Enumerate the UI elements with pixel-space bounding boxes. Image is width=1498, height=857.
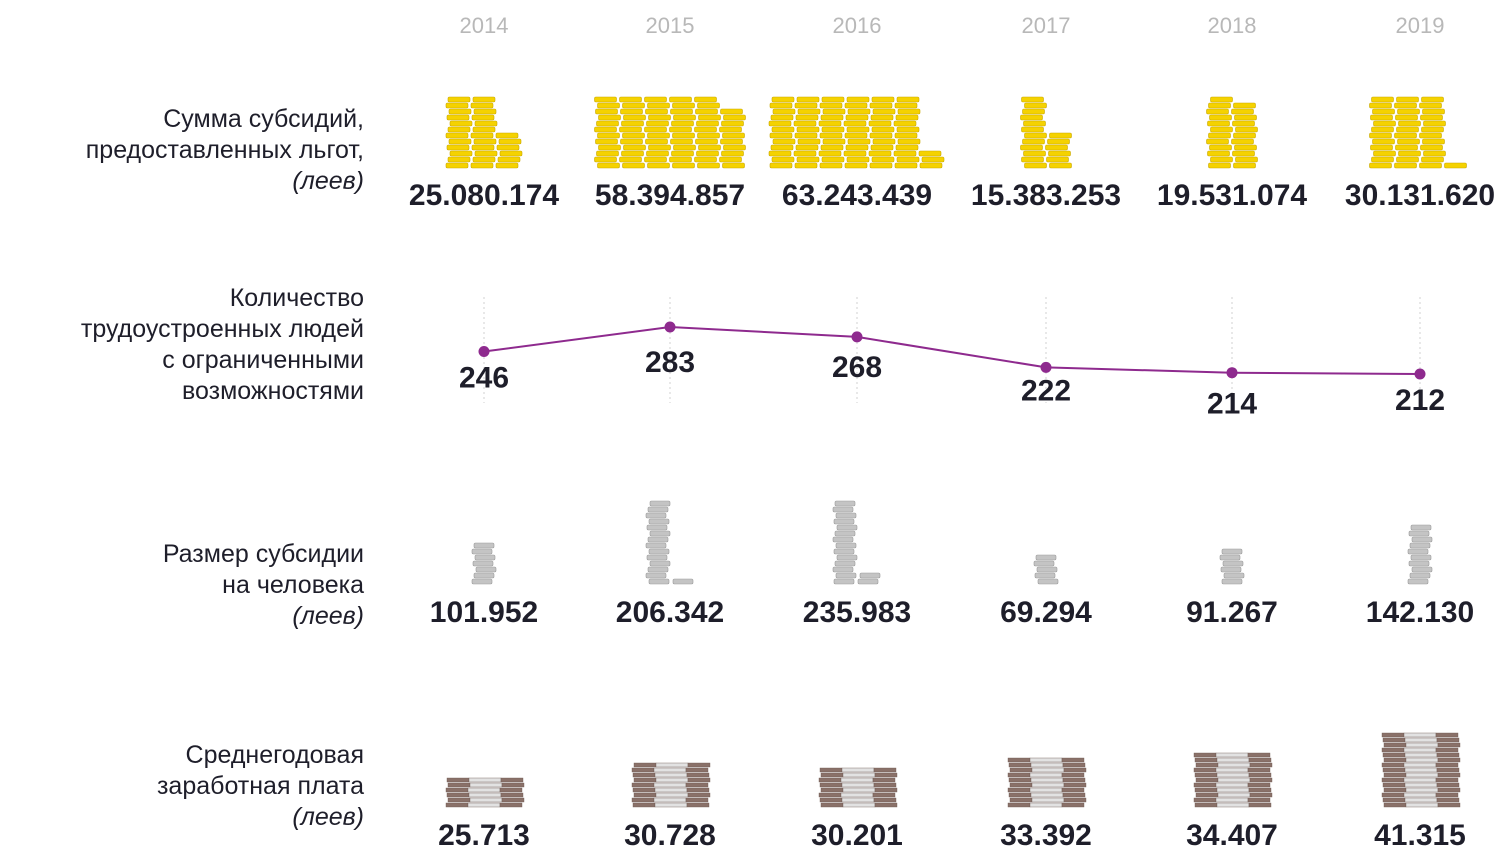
gold-coin-stack [594,96,621,169]
row-label-line: предоставленных льгот, [85,136,364,164]
gold-coin-stack [1206,96,1233,169]
gold-coin-stack [619,96,646,169]
gold-coin-stack [1231,102,1258,169]
value-label-subsidies: 25.080.174 [409,179,559,212]
gold-coin-stack [1444,162,1467,169]
value-label-employed: 246 [459,361,509,394]
banknote-stack [1193,752,1273,808]
row-label-line: трудоустроенных людей [80,315,364,343]
value-label-avg-salary: 34.407 [1186,819,1278,852]
value-label-subsidy-per-person: 91.267 [1186,596,1278,629]
silver-coin-stack [1407,524,1433,585]
gold-coin-stack [470,96,498,169]
gold-coin-stack [1020,96,1047,169]
value-label-employed: 283 [645,346,695,379]
silver-coin-stack [832,500,858,585]
gold-coin-stack [1394,96,1421,169]
gold-coin-stack [793,96,821,169]
value-label-subsidies: 30.131.620 [1345,179,1495,212]
gold-coin-stack [644,96,671,169]
value-label-employed: 222 [1021,374,1071,407]
gold-coin-stack [768,96,796,169]
banknote-stack [1381,732,1461,808]
series-line [483,325,1421,375]
row-label-subsidy-per-person: Размер субсидии на человека (леев) [163,539,364,632]
value-label-subsidy-per-person: 69.294 [1000,596,1092,629]
silver-coin-stack [857,572,881,585]
row-label-employed: Количество трудоустроенных людей с огран… [81,283,364,407]
silver-coin-stack [1219,548,1245,585]
row-label-line: на человека [222,571,364,599]
gold-coin-stack [694,96,721,169]
value-label-subsidy-per-person: 235.983 [803,596,911,629]
gold-coin-stack [445,96,473,169]
data-point [664,321,676,333]
gold-coin-stack [818,96,846,169]
silver-coin-stack [672,578,694,585]
gold-coin-stack [918,150,945,169]
year-label: 2017 [1022,13,1071,38]
value-label-subsidies: 15.383.253 [971,179,1121,212]
data-point [1414,368,1426,380]
value-label-avg-salary: 41.315 [1374,819,1466,852]
row-label-unit: (леев) [292,803,364,831]
value-label-subsidy-per-person: 101.952 [430,596,538,629]
row-label-line: Сумма субсидий, [163,105,364,133]
gold-coin-stack [893,96,921,169]
gold-coin-stack [868,96,896,169]
row-label-line: возможностями [182,377,364,405]
silver-coin-stack [1033,554,1059,585]
silver-coin-stack [471,542,497,585]
row-label-line: Размер субсидии [162,540,364,568]
year-label: 2015 [646,13,695,38]
gold-coin-stack [1369,96,1396,169]
silver-coin-stack [645,500,671,585]
value-label-avg-salary: 30.728 [624,819,716,852]
data-point [478,346,490,357]
year-label: 2014 [460,13,509,38]
banknote-stack [1007,757,1087,808]
row-label-line: заработная плата [156,772,364,800]
gold-coin-stack [669,96,696,169]
value-label-subsidies: 63.243.439 [782,179,932,212]
gold-coin-stack [719,108,746,169]
row-label-unit: (леев) [292,167,364,195]
row-label-line: Количество [229,284,364,312]
gold-coin-stack [1045,132,1072,169]
row-label-subsidies: Сумма субсидий, предоставленных льгот, (… [86,104,364,197]
year-label: 2016 [833,13,882,38]
row-label-line: Среднегодовая [185,741,364,769]
value-label-subsidy-per-person: 206.342 [616,596,724,629]
value-label-employed: 212 [1395,384,1445,417]
value-label-employed: 268 [832,351,882,384]
value-label-employed: 214 [1207,388,1257,421]
year-label: 2019 [1396,13,1445,38]
banknote-stack [445,777,525,808]
value-label-subsidy-per-person: 142.130 [1366,596,1474,629]
data-point [1226,367,1238,379]
gold-coin-stack [495,132,523,169]
value-label-subsidies: 58.394.857 [595,179,745,212]
value-label-subsidies: 19.531.074 [1157,179,1307,212]
gold-coin-stack [1419,96,1446,169]
banknote-stack [818,767,898,808]
value-label-avg-salary: 25.713 [438,819,530,852]
banknote-stack [631,762,711,808]
year-label: 2018 [1208,13,1257,38]
row-label-line: с ограниченными [162,346,364,374]
row-label-avg-salary: Среднегодовая заработная плата (леев) [157,740,364,833]
data-point [851,331,863,343]
value-label-avg-salary: 30.201 [811,819,903,852]
data-point [1040,361,1052,373]
row-label-unit: (леев) [292,602,364,630]
gold-coin-stack [843,96,871,169]
value-label-avg-salary: 33.392 [1000,819,1092,852]
